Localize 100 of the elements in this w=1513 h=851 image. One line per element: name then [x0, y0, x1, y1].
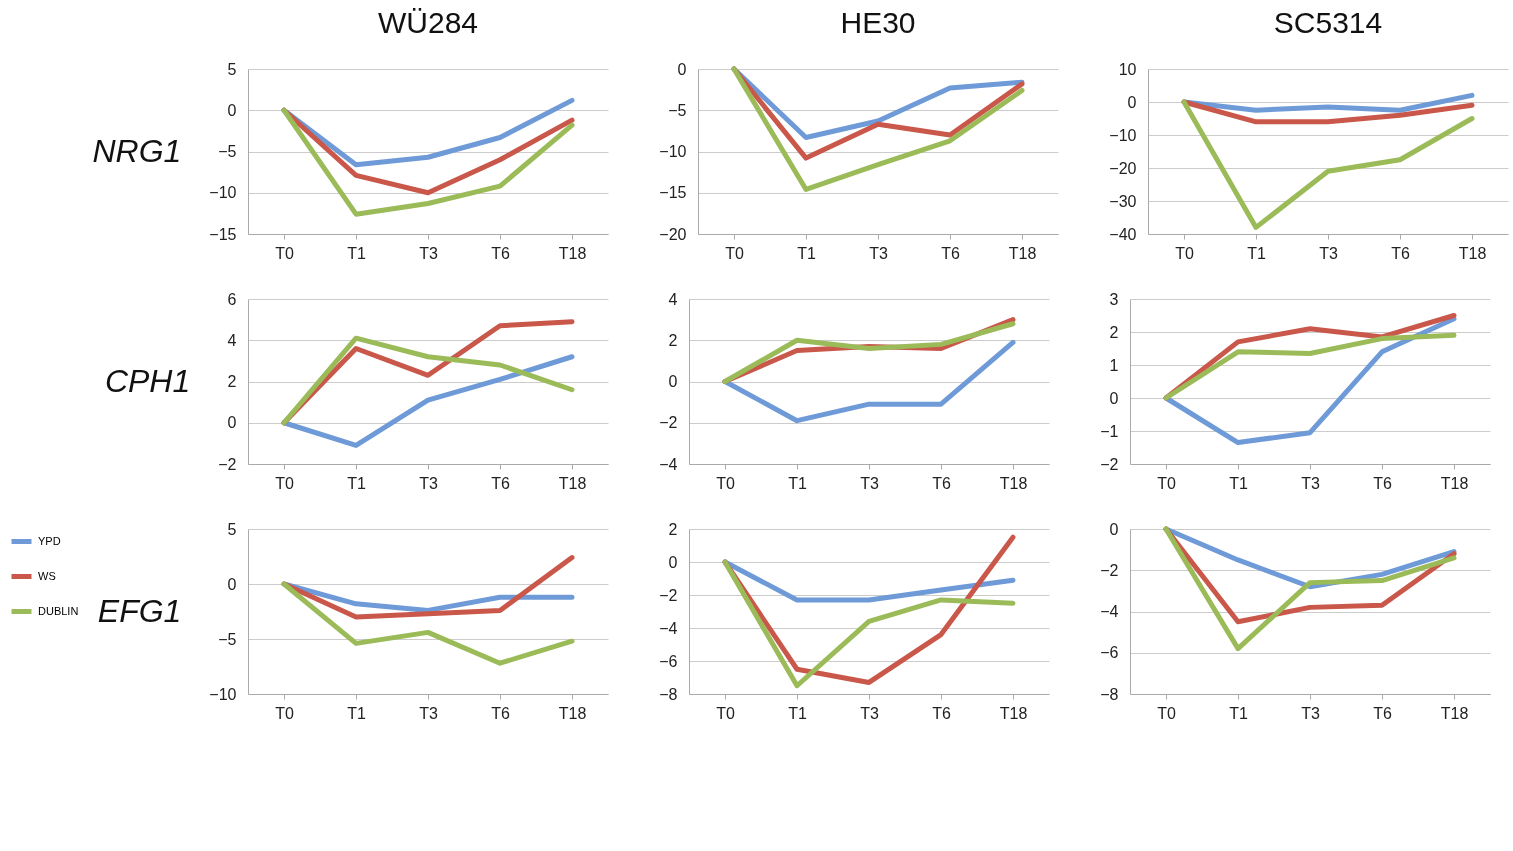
y-tick-label: 5 — [227, 60, 237, 78]
y-tick-label: 0 — [227, 575, 237, 593]
x-tick-label: T1 — [788, 704, 807, 722]
y-axis-title: CPH1 — [104, 363, 191, 399]
x-tick-label: T1 — [797, 244, 816, 262]
y-tick-label: −1 — [1100, 422, 1119, 440]
x-tick-label: T1 — [347, 244, 366, 262]
x-tick-label: T0 — [1157, 704, 1176, 722]
y-tick-label: −4 — [1100, 603, 1119, 620]
x-tick-label: T18 — [558, 244, 587, 262]
y-tick-label: 5 — [227, 520, 237, 538]
y-tick-label: −5 — [668, 101, 687, 119]
x-tick-label: T0 — [1157, 474, 1176, 492]
x-tick-label: T1 — [1247, 244, 1266, 262]
y-tick-label: −10 — [209, 184, 237, 202]
chart-title: WÜ284 — [377, 6, 479, 39]
y-tick-label: −2 — [1100, 561, 1119, 579]
x-tick-label: T18 — [1440, 704, 1469, 722]
x-tick-label: T0 — [275, 474, 294, 492]
x-tick-label: T18 — [999, 704, 1028, 722]
x-tick-label: T3 — [419, 474, 438, 492]
y-tick-label: 2 — [227, 373, 237, 390]
x-tick-label: T3 — [860, 474, 879, 492]
y-axis-title: EFG1 — [97, 593, 182, 629]
x-tick-label: T6 — [932, 474, 951, 492]
y-tick-label: 6 — [227, 290, 237, 308]
y-tick-label: 0 — [1109, 520, 1119, 538]
legend-label: DUBLIN — [38, 604, 79, 617]
y-tick-label: 2 — [1109, 323, 1119, 341]
x-tick-label: T1 — [347, 474, 366, 492]
y-tick-label: −10 — [659, 143, 687, 160]
x-tick-label: T3 — [419, 244, 438, 262]
y-tick-label: −6 — [1100, 644, 1119, 662]
x-tick-label: T1 — [1229, 474, 1248, 492]
x-tick-label: T6 — [932, 704, 951, 722]
y-tick-label: 0 — [227, 414, 237, 432]
x-tick-label: T0 — [716, 704, 735, 722]
y-tick-label: −15 — [659, 184, 687, 202]
y-tick-label: −4 — [659, 619, 678, 637]
x-tick-label: T1 — [347, 704, 366, 722]
chart-title: HE30 — [840, 6, 916, 39]
x-tick-label: T6 — [1373, 474, 1392, 492]
x-tick-label: T18 — [1440, 474, 1469, 492]
x-tick-label: T3 — [419, 704, 438, 722]
x-tick-label: T3 — [860, 704, 879, 722]
y-tick-label: 0 — [227, 101, 237, 119]
x-tick-label: T6 — [491, 244, 510, 262]
y-tick-label: 0 — [677, 60, 687, 78]
x-tick-label: T3 — [1319, 244, 1338, 262]
y-tick-label: −4 — [659, 455, 678, 473]
x-tick-label: T0 — [275, 704, 294, 722]
y-tick-label: −6 — [659, 652, 678, 670]
x-tick-label: T18 — [1458, 244, 1487, 262]
x-tick-label: T18 — [558, 704, 587, 722]
y-axis-title: NRG1 — [92, 133, 182, 169]
y-tick-label: −10 — [209, 685, 237, 703]
y-tick-label: −40 — [1109, 225, 1137, 243]
y-tick-label: −15 — [209, 225, 237, 243]
legend-label: WS — [38, 569, 56, 582]
x-tick-label: T18 — [999, 474, 1028, 492]
x-tick-label: T1 — [1229, 704, 1248, 722]
x-tick-label: T0 — [275, 244, 294, 262]
y-tick-label: −8 — [1100, 685, 1119, 703]
x-tick-label: T6 — [1391, 244, 1410, 262]
y-tick-label: 0 — [668, 373, 678, 390]
y-tick-label: −5 — [218, 630, 237, 648]
y-tick-label: −5 — [218, 143, 237, 160]
y-tick-label: 0 — [668, 553, 678, 571]
y-tick-label: −2 — [659, 414, 678, 432]
y-tick-label: 0 — [1109, 389, 1119, 407]
y-tick-label: 3 — [1109, 290, 1119, 308]
y-tick-label: 1 — [1109, 356, 1119, 374]
y-tick-label: −2 — [1100, 455, 1119, 473]
y-tick-label: −10 — [1109, 126, 1137, 144]
y-tick-label: 4 — [227, 331, 237, 349]
x-tick-label: T3 — [1301, 704, 1320, 722]
y-tick-label: 4 — [668, 290, 678, 308]
y-tick-label: −8 — [659, 685, 678, 703]
y-tick-label: −2 — [218, 455, 237, 473]
x-tick-label: T3 — [869, 244, 888, 262]
x-tick-label: T3 — [1301, 474, 1320, 492]
x-tick-label: T6 — [491, 474, 510, 492]
chart-title: SC5314 — [1273, 6, 1383, 39]
y-tick-label: 10 — [1118, 60, 1137, 78]
x-tick-label: T18 — [1008, 244, 1037, 262]
x-tick-label: T18 — [558, 474, 587, 492]
legend-label: YPD — [38, 534, 61, 547]
y-tick-label: −20 — [1109, 159, 1137, 177]
y-tick-label: 2 — [668, 520, 678, 538]
x-tick-label: T6 — [1373, 704, 1392, 722]
y-tick-label: −2 — [659, 586, 678, 604]
y-tick-label: 0 — [1127, 93, 1137, 111]
x-tick-label: T0 — [1175, 244, 1194, 262]
y-tick-label: −30 — [1109, 192, 1137, 210]
x-tick-label: T6 — [941, 244, 960, 262]
x-tick-label: T6 — [491, 704, 510, 722]
x-tick-label: T0 — [716, 474, 735, 492]
y-tick-label: −20 — [659, 225, 687, 243]
y-tick-label: 2 — [668, 331, 678, 349]
x-tick-label: T0 — [725, 244, 744, 262]
